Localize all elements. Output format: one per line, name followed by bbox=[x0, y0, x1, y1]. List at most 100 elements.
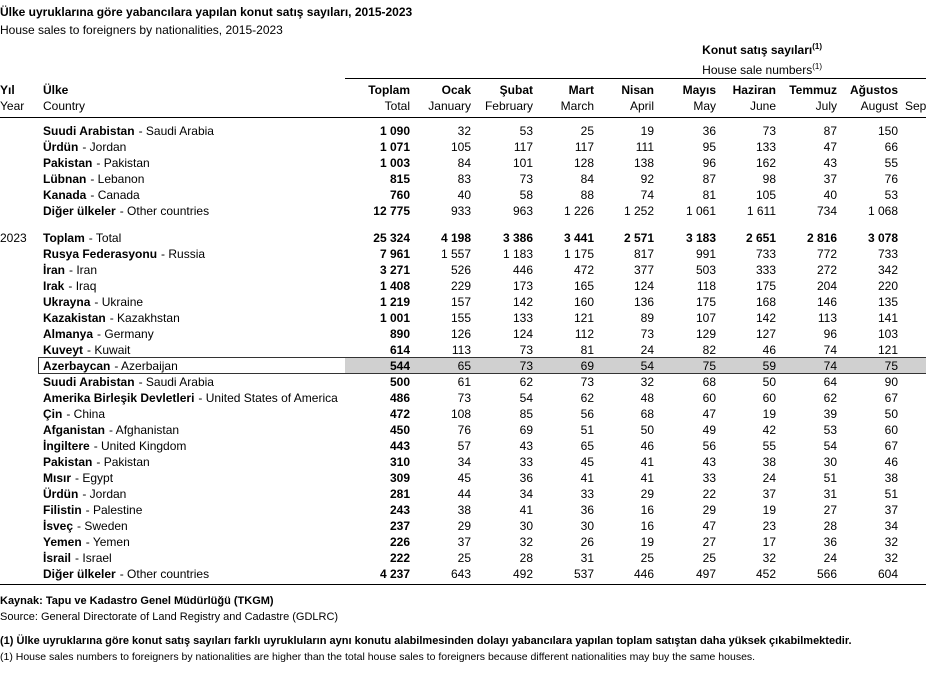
column-head: Ocak bbox=[441, 83, 471, 97]
cell: 19 bbox=[762, 503, 776, 517]
cell: 537 bbox=[573, 567, 594, 581]
country-tr: İsveç bbox=[43, 519, 74, 533]
cell: 90 bbox=[884, 375, 898, 389]
country-tr: Irak bbox=[43, 279, 65, 293]
cell: 30 bbox=[823, 455, 837, 469]
cell: 25 bbox=[457, 551, 471, 565]
cell: 101 bbox=[512, 156, 533, 170]
cell: 734 bbox=[816, 204, 837, 218]
country-tr: Almanya bbox=[43, 327, 94, 341]
title: Ülke uyruklarına göre yabancılara yapıla… bbox=[0, 5, 413, 19]
country-tr: İngiltere bbox=[43, 439, 90, 453]
cell: 604 bbox=[877, 567, 898, 581]
cell: 486 bbox=[389, 391, 410, 405]
cell: 19 bbox=[762, 407, 776, 421]
cell: 84 bbox=[457, 156, 471, 170]
country-en: - Palestine bbox=[85, 503, 143, 517]
country-tr: Kanada bbox=[43, 188, 87, 202]
country-tr: Suudi Arabistan bbox=[43, 375, 135, 389]
highlight-box bbox=[38, 357, 926, 374]
cell: 4 198 bbox=[440, 231, 471, 245]
cell: 41 bbox=[580, 471, 594, 485]
cell: 53 bbox=[519, 124, 533, 138]
column-head: Ağustos bbox=[850, 83, 898, 97]
group-tr: Konut satış sayıları bbox=[702, 43, 813, 57]
cell: 68 bbox=[702, 375, 716, 389]
cell: 46 bbox=[884, 455, 898, 469]
country-en: - Germany bbox=[97, 327, 154, 341]
country: Afganistan - Afghanistan bbox=[43, 423, 179, 437]
cell: 54 bbox=[519, 391, 533, 405]
country-en: - Afghanistan bbox=[109, 423, 180, 437]
cell: 41 bbox=[640, 471, 654, 485]
cell: 59 bbox=[762, 359, 776, 373]
cell: 76 bbox=[884, 172, 898, 186]
country: Kazakistan - Kazakhstan bbox=[43, 311, 180, 325]
cell: 133 bbox=[755, 140, 776, 154]
cell: 643 bbox=[450, 567, 471, 581]
cell: 92 bbox=[640, 172, 654, 186]
cell: 28 bbox=[823, 519, 837, 533]
cell: 74 bbox=[640, 188, 654, 202]
cell: 73 bbox=[457, 391, 471, 405]
cell: 45 bbox=[580, 455, 594, 469]
cell: 62 bbox=[823, 391, 837, 405]
country-tr: Ukrayna bbox=[43, 295, 91, 309]
column-head: Temmuz bbox=[789, 83, 837, 97]
country-en: - Saudi Arabia bbox=[138, 375, 214, 389]
country-tr: Yemen bbox=[43, 535, 82, 549]
country-tr: Kuveyt bbox=[43, 343, 84, 357]
column-head: Sep bbox=[905, 99, 926, 113]
cell: 105 bbox=[450, 140, 471, 154]
country-en: - Sweden bbox=[77, 519, 128, 533]
column-head: August bbox=[860, 99, 898, 113]
country-tr: Diğer ülkeler bbox=[43, 204, 116, 218]
cell: 146 bbox=[816, 295, 837, 309]
cell: 27 bbox=[702, 535, 716, 549]
cell: 36 bbox=[823, 535, 837, 549]
cell: 309 bbox=[389, 471, 410, 485]
cell: 24 bbox=[762, 471, 776, 485]
cell: 95 bbox=[702, 140, 716, 154]
cell: 43 bbox=[519, 439, 533, 453]
cell: 60 bbox=[762, 391, 776, 405]
rule bbox=[0, 117, 926, 118]
country-tr: Çin bbox=[43, 407, 63, 421]
cell: 128 bbox=[573, 156, 594, 170]
cell: 991 bbox=[695, 247, 716, 261]
country-en: - Israel bbox=[75, 551, 112, 565]
cell: 33 bbox=[519, 455, 533, 469]
country-en: - Canada bbox=[90, 188, 140, 202]
cell: 73 bbox=[580, 375, 594, 389]
country-tr: İran bbox=[43, 263, 66, 277]
cell: 138 bbox=[633, 156, 654, 170]
country-en: - Azerbaijan bbox=[114, 359, 178, 373]
cell: 310 bbox=[389, 455, 410, 469]
country-head: Country bbox=[43, 99, 86, 113]
column-head: Şubat bbox=[499, 83, 533, 97]
column-head: June bbox=[749, 99, 776, 113]
column-head: Haziran bbox=[732, 83, 776, 97]
cell: 157 bbox=[450, 295, 471, 309]
note-en: (1) House sales numbers to foreigners by… bbox=[0, 651, 756, 663]
country: Pakistan - Pakistan bbox=[43, 156, 150, 170]
sup: (1) bbox=[812, 62, 822, 71]
cell: 73 bbox=[519, 172, 533, 186]
cell: 25 bbox=[702, 551, 716, 565]
country-tr: Lübnan bbox=[43, 172, 87, 186]
country-tr: Ürdün bbox=[43, 140, 79, 154]
cell: 51 bbox=[884, 487, 898, 501]
cell: 7 961 bbox=[379, 247, 410, 261]
cell: 1 175 bbox=[563, 247, 594, 261]
cell: 37 bbox=[823, 172, 837, 186]
column-head: Toplam bbox=[368, 83, 410, 97]
cell: 39 bbox=[823, 407, 837, 421]
country-tr: Diğer ülkeler bbox=[43, 567, 116, 581]
cell: 88 bbox=[580, 188, 594, 202]
country: Suudi Arabistan - Saudi Arabia bbox=[43, 375, 214, 389]
cell: 526 bbox=[450, 263, 471, 277]
cell: 48 bbox=[640, 391, 654, 405]
cell: 446 bbox=[512, 263, 533, 277]
cell: 42 bbox=[762, 423, 776, 437]
